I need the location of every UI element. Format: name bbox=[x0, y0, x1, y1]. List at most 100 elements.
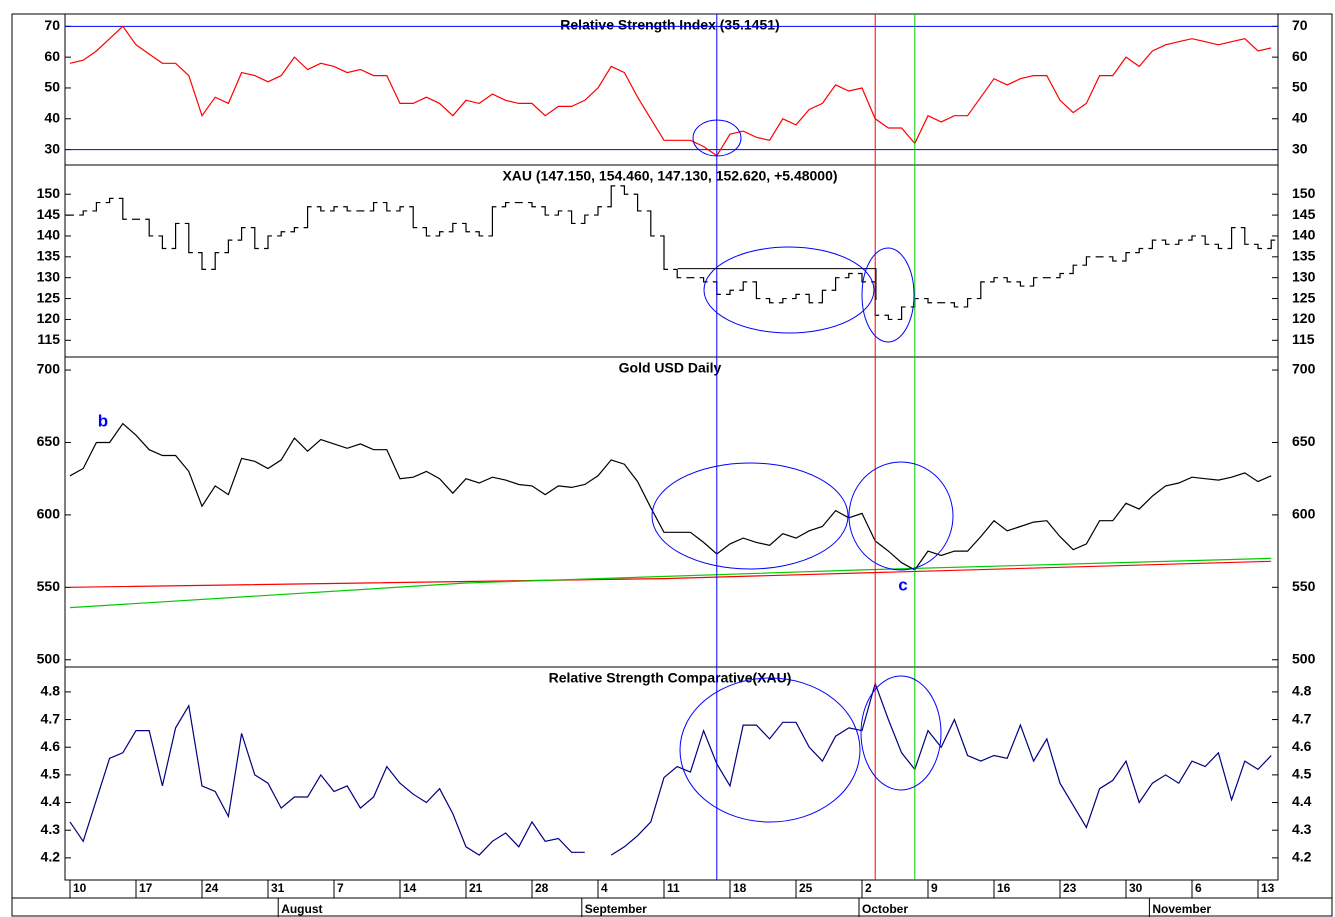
x-tick-label: 21 bbox=[469, 881, 483, 895]
y2-tick-label: 120 bbox=[1292, 310, 1316, 326]
price-bar bbox=[462, 222, 470, 233]
y2-tick-label: 550 bbox=[1292, 578, 1316, 594]
price-bar bbox=[1029, 277, 1038, 287]
x-tick-label: 16 bbox=[997, 881, 1011, 895]
price-bar bbox=[184, 222, 193, 254]
support-line bbox=[678, 268, 877, 300]
y-tick-label: 140 bbox=[37, 227, 61, 243]
y2-tick-label: 70 bbox=[1292, 17, 1308, 33]
price-bar bbox=[475, 231, 484, 237]
y2-tick-label: 4.7 bbox=[1292, 710, 1312, 726]
x-tick-label: 23 bbox=[1063, 881, 1077, 895]
y2-tick-label: 40 bbox=[1292, 109, 1308, 125]
price-bar bbox=[369, 201, 378, 212]
x-tick-label: 14 bbox=[403, 881, 417, 895]
price-bar bbox=[1056, 272, 1064, 279]
price-bar bbox=[501, 201, 510, 208]
y-tick-label: 4.7 bbox=[41, 710, 61, 726]
price-bar bbox=[1082, 256, 1091, 266]
month-label: August bbox=[281, 902, 322, 916]
price-bar bbox=[264, 235, 272, 250]
price-bar bbox=[792, 293, 800, 300]
y-tick-label: 600 bbox=[37, 506, 61, 522]
price-bar bbox=[211, 252, 220, 270]
price-bar bbox=[1188, 235, 1196, 241]
y2-tick-label: 4.4 bbox=[1292, 793, 1312, 809]
price-bar bbox=[884, 314, 893, 321]
y-tick-label: 125 bbox=[37, 289, 61, 305]
highlight-ellipse bbox=[848, 461, 954, 571]
y2-tick-label: 4.6 bbox=[1292, 738, 1312, 754]
y2-tick-label: 140 bbox=[1292, 227, 1316, 243]
price-bar bbox=[1003, 277, 1012, 283]
price-bar bbox=[739, 281, 748, 291]
price-bar bbox=[1135, 247, 1144, 254]
price-bar bbox=[1148, 239, 1157, 250]
y-tick-label: 30 bbox=[44, 140, 60, 156]
price-bar bbox=[488, 206, 497, 237]
y-tick-label: 50 bbox=[44, 79, 60, 95]
y2-tick-label: 700 bbox=[1292, 361, 1316, 377]
price-bar bbox=[105, 197, 114, 204]
y2-tick-label: 150 bbox=[1292, 185, 1316, 201]
price-bar bbox=[277, 231, 286, 237]
price-bar bbox=[1214, 243, 1223, 250]
price-bar bbox=[316, 206, 325, 212]
y2-tick-label: 600 bbox=[1292, 506, 1316, 522]
price-bar bbox=[805, 293, 814, 304]
panel bbox=[64, 164, 1279, 358]
price-bar bbox=[237, 227, 246, 241]
x-tick-label: 9 bbox=[931, 881, 938, 895]
panel bbox=[64, 356, 1279, 668]
price-bar bbox=[765, 297, 774, 304]
month-label: November bbox=[1152, 902, 1211, 916]
month-label: October bbox=[862, 902, 908, 916]
y-tick-label: 4.2 bbox=[41, 849, 61, 865]
x-tick-label: 6 bbox=[1195, 881, 1202, 895]
y2-tick-label: 4.3 bbox=[1292, 821, 1312, 837]
price-bar bbox=[897, 306, 906, 321]
x-tick-label: 30 bbox=[1129, 881, 1143, 895]
y2-tick-label: 650 bbox=[1292, 433, 1316, 449]
y2-tick-label: 60 bbox=[1292, 48, 1308, 64]
annotations-layer: bc bbox=[98, 14, 954, 880]
y2-tick-label: 135 bbox=[1292, 248, 1316, 264]
y-tick-label: 4.3 bbox=[41, 821, 61, 837]
price-bar bbox=[343, 206, 352, 212]
price-bar bbox=[145, 218, 154, 237]
x-tick-label: 4 bbox=[601, 881, 608, 895]
series-line bbox=[69, 557, 1272, 609]
price-bar bbox=[1267, 239, 1276, 250]
series-line bbox=[69, 422, 1272, 571]
price-bar bbox=[607, 185, 616, 208]
annotation: b bbox=[98, 411, 108, 430]
x-tick-label: 17 bbox=[139, 881, 153, 895]
series-line bbox=[69, 25, 1272, 157]
y-tick-label: 60 bbox=[44, 48, 60, 64]
highlight-ellipse bbox=[692, 119, 742, 157]
price-bar bbox=[79, 210, 88, 216]
price-bar bbox=[752, 281, 761, 300]
y-tick-label: 130 bbox=[37, 268, 61, 284]
price-bar bbox=[1161, 239, 1170, 245]
price-bar bbox=[303, 206, 312, 229]
highlight-ellipse bbox=[861, 247, 915, 343]
y-tick-label: 115 bbox=[37, 331, 60, 347]
price-bar bbox=[330, 206, 338, 212]
y-tick-label: 650 bbox=[37, 433, 61, 449]
y-tick-label: 135 bbox=[37, 248, 61, 264]
price-bar bbox=[171, 222, 180, 250]
price-bar bbox=[1016, 281, 1025, 287]
y2-tick-label: 115 bbox=[1292, 331, 1315, 347]
price-bar bbox=[580, 214, 589, 225]
price-bar bbox=[1069, 264, 1078, 275]
series-line bbox=[69, 703, 585, 856]
price-bar bbox=[158, 235, 167, 250]
price-bar bbox=[541, 206, 550, 216]
panel-title: Relative Strength Comparative(XAU) bbox=[549, 670, 792, 686]
y2-tick-label: 130 bbox=[1292, 268, 1316, 284]
highlight-ellipse bbox=[860, 675, 942, 791]
y2-tick-label: 30 bbox=[1292, 140, 1308, 156]
price-bar bbox=[409, 206, 418, 229]
